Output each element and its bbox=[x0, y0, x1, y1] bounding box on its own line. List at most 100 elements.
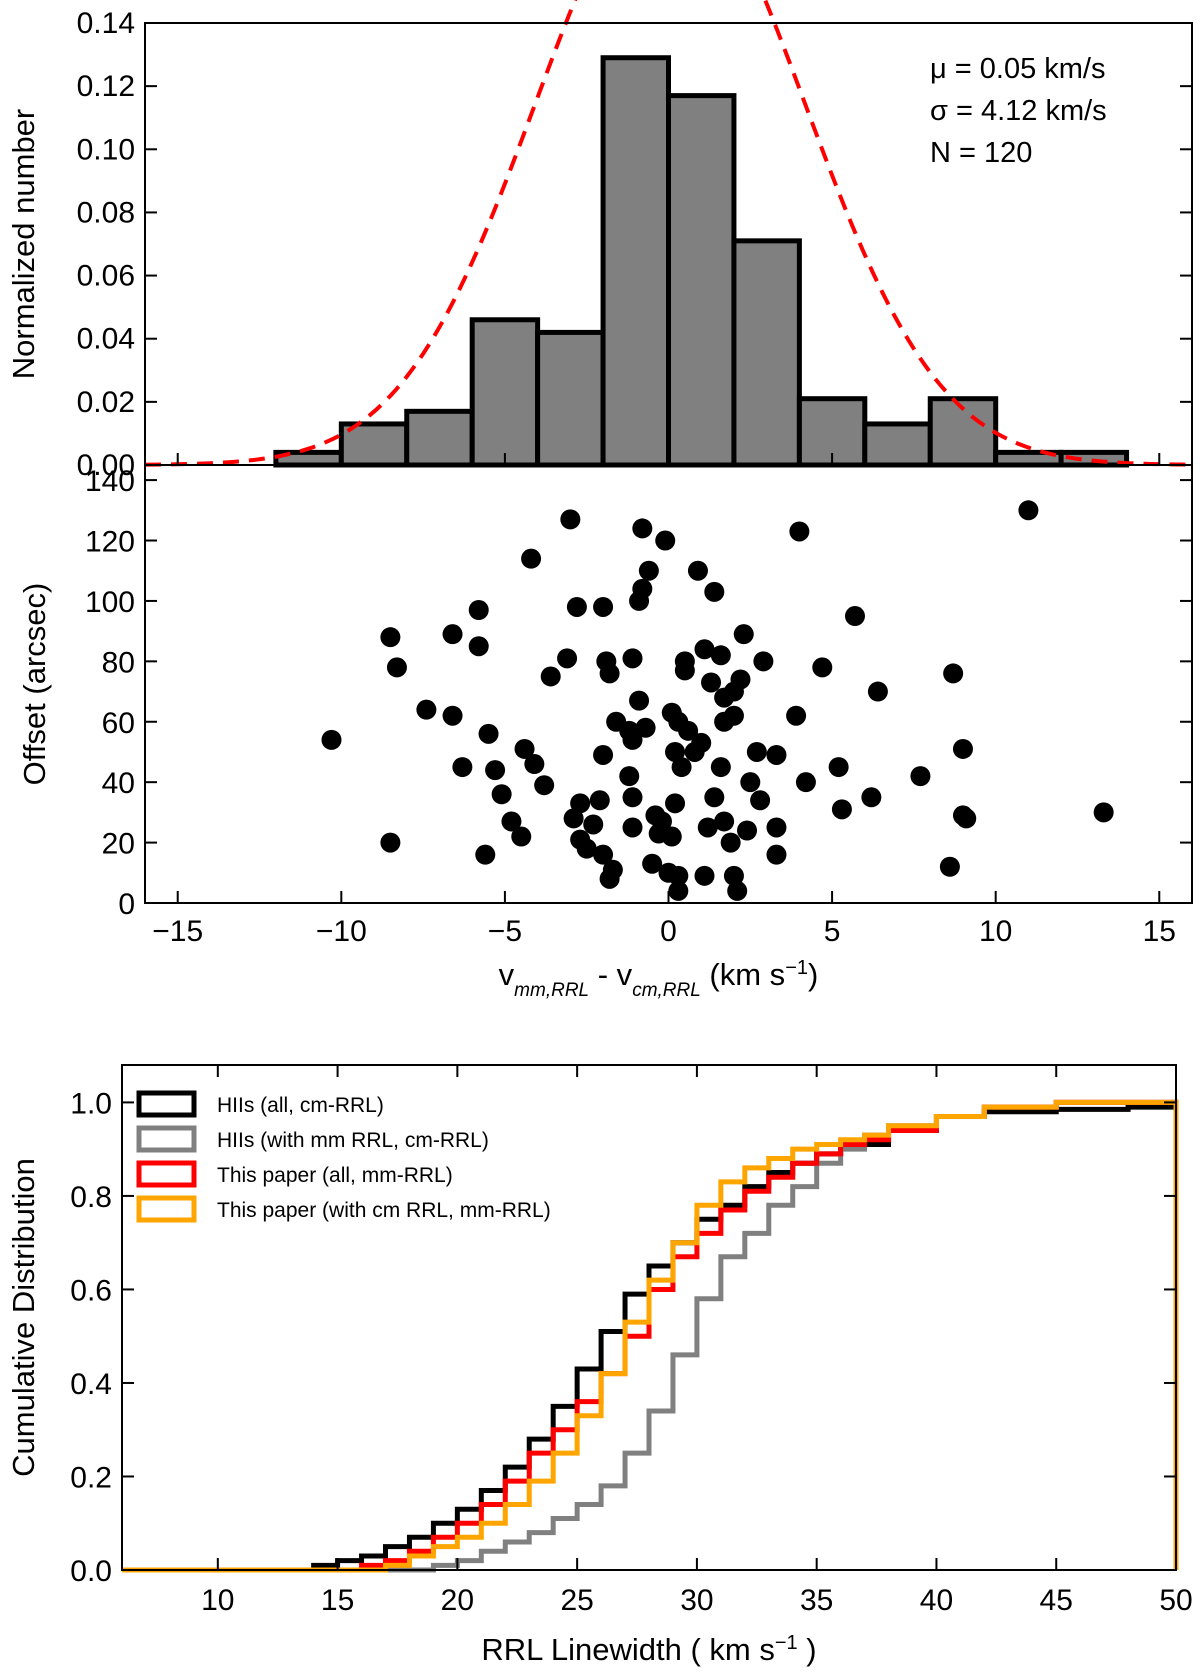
scatter-point bbox=[635, 717, 656, 738]
histogram-bar bbox=[862, 421, 933, 468]
scatter-point bbox=[753, 651, 774, 672]
y-tick-label: 0.04 bbox=[77, 323, 135, 356]
scatter-point bbox=[939, 856, 960, 877]
scatter-points bbox=[321, 500, 1114, 901]
y-tick-label: 20 bbox=[102, 828, 135, 861]
scatter-point bbox=[943, 663, 964, 684]
scatter-point bbox=[557, 648, 578, 669]
xlabel-unit: (km s bbox=[701, 957, 785, 992]
scatter-point bbox=[710, 757, 731, 778]
scatter-point bbox=[674, 660, 695, 681]
scatter-point bbox=[910, 766, 931, 787]
scatter-point bbox=[593, 744, 614, 765]
x-tick-label: 45 bbox=[1040, 1584, 1073, 1617]
x-tick-label: 20 bbox=[441, 1584, 474, 1617]
stats-annotation: μ = 0.05 km/s σ = 4.12 km/s N = 120 bbox=[930, 53, 1107, 169]
scatter-point bbox=[642, 853, 663, 874]
scatter-point bbox=[733, 624, 754, 645]
y-tick-label: 0.12 bbox=[77, 70, 135, 103]
scatter-point bbox=[570, 793, 591, 814]
histogram-bar bbox=[666, 93, 737, 468]
cdf-lines bbox=[122, 1099, 1179, 1573]
scatter-point bbox=[720, 832, 741, 853]
scatter-point bbox=[583, 814, 604, 835]
x-tick-label: −5 bbox=[488, 915, 522, 948]
legend-label: This paper (all, mm-RRL) bbox=[217, 1164, 453, 1187]
scatter-point bbox=[511, 826, 532, 847]
scatter-point bbox=[602, 859, 623, 880]
scatter-point bbox=[452, 757, 473, 778]
scatter-point bbox=[694, 639, 715, 660]
scatter-point bbox=[386, 657, 407, 678]
histogram-bar bbox=[469, 317, 541, 468]
scatter-point bbox=[714, 811, 735, 832]
x-tick-label: 15 bbox=[1143, 915, 1176, 948]
scatter-point bbox=[560, 509, 581, 530]
y-tick-label: 40 bbox=[102, 767, 135, 800]
scatter-point bbox=[956, 808, 977, 829]
scatter-point bbox=[632, 518, 653, 539]
legend-label: HIIs (with mm RRL, cm-RRL) bbox=[217, 1129, 489, 1152]
scatter-point bbox=[795, 772, 816, 793]
cdf-panel: 0.0 0.2 0.4 0.6 0.8 1.0 10 15 20 25 30 35 40 45 50 Cu… bbox=[6, 1064, 1193, 1667]
x-tick-label: 0 bbox=[660, 915, 677, 948]
scatter-point bbox=[514, 738, 535, 759]
histogram-bar bbox=[731, 238, 802, 468]
scatter-point bbox=[691, 732, 712, 753]
x-tick-label: −15 bbox=[152, 915, 203, 948]
stat-mu: μ = 0.05 km/s bbox=[930, 53, 1105, 85]
histogram-y-ticks: 0.00 0.02 0.04 0.06 0.08 0.10 0.12 0.14 bbox=[77, 7, 1192, 482]
scatter-point bbox=[746, 741, 767, 762]
scatter-point bbox=[321, 729, 342, 750]
y-tick-label: 0.06 bbox=[77, 260, 135, 293]
scatter-point bbox=[710, 645, 731, 666]
scatter-point bbox=[952, 738, 973, 759]
legend-label: HIIs (all, cm-RRL) bbox=[217, 1094, 384, 1117]
scatter-y-label: Offset (arcsec) bbox=[17, 583, 52, 786]
scatter-point bbox=[723, 705, 744, 726]
scatter-point bbox=[766, 744, 787, 765]
scatter-point bbox=[655, 530, 676, 551]
scatter-point bbox=[632, 578, 653, 599]
scatter-point bbox=[619, 766, 640, 787]
x-tick-label: 40 bbox=[920, 1584, 953, 1617]
scatter-point bbox=[668, 865, 689, 886]
scatter-point bbox=[599, 663, 620, 684]
y-tick-label: 140 bbox=[85, 465, 135, 498]
scatter-point bbox=[622, 648, 643, 669]
scatter-point bbox=[622, 817, 643, 838]
cdf-y-ticks: 0.0 0.2 0.4 0.6 0.8 1.0 bbox=[70, 1087, 1176, 1588]
y-tick-label: 0.00 bbox=[77, 449, 135, 482]
x-tick-label: 10 bbox=[201, 1584, 234, 1617]
y-tick-label: 1.0 bbox=[70, 1087, 112, 1120]
legend-label: This paper (with cm RRL, mm-RRL) bbox=[217, 1199, 551, 1222]
y-tick-label: 80 bbox=[102, 646, 135, 679]
scatter-point bbox=[766, 844, 787, 865]
scatter-point bbox=[491, 784, 512, 805]
scatter-point bbox=[475, 844, 496, 865]
scatter-point bbox=[704, 581, 725, 602]
y-tick-label: 60 bbox=[102, 707, 135, 740]
scatter-point bbox=[589, 790, 610, 811]
scatter-point bbox=[563, 808, 584, 829]
cdf-legend: HIIs (all, cm-RRL) HIIs (with mm RRL, cm-… bbox=[136, 1090, 551, 1223]
x-tick-label: 35 bbox=[800, 1584, 833, 1617]
histogram-panel: 0.00 0.02 0.04 0.06 0.08 0.10 0.12 0.14 Normali… bbox=[6, 0, 1193, 482]
scatter-point bbox=[828, 757, 849, 778]
scatter-point bbox=[651, 811, 672, 832]
scatter-point bbox=[485, 760, 506, 781]
scatter-point bbox=[468, 599, 489, 620]
stat-n: N = 120 bbox=[930, 137, 1032, 169]
cdf-xlabel-close: ) bbox=[798, 1632, 817, 1667]
scatter-point bbox=[665, 741, 686, 762]
scatter-point bbox=[786, 705, 807, 726]
x-tick-label: 15 bbox=[321, 1584, 354, 1617]
histogram-y-label: Normalized number bbox=[6, 109, 41, 380]
scatter-point bbox=[740, 772, 761, 793]
x-tick-label: 5 bbox=[824, 915, 841, 948]
scatter-point bbox=[566, 596, 587, 617]
y-tick-label: 0.2 bbox=[70, 1461, 112, 1494]
scatter-point bbox=[524, 754, 545, 775]
scatter-point bbox=[867, 681, 888, 702]
